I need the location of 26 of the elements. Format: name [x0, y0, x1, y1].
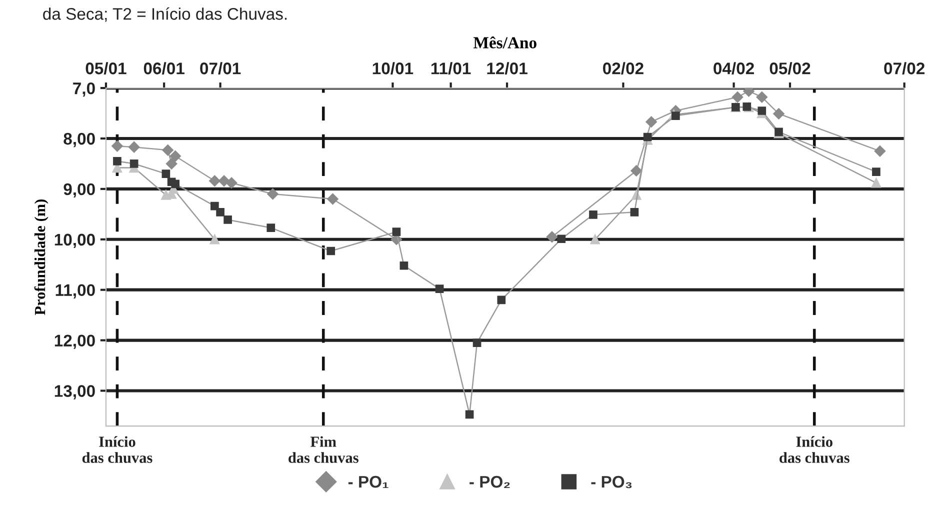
x-tick-label: 05/02 — [770, 62, 810, 74]
y-tick-label: 8,00 — [64, 132, 95, 148]
y-tick-label: 12,00 — [54, 334, 95, 349]
y-tick-label: 9,00 — [64, 183, 95, 198]
x-axis-title: Mês/Ano — [473, 36, 536, 48]
x-tick-label: 12/01 — [487, 62, 528, 74]
legend-label: - PO₃ — [591, 476, 632, 488]
ref-line-label: Fim das chuvas — [288, 436, 358, 463]
x-tick-label: 07/02 — [884, 62, 925, 74]
x-tick-label: 06/01 — [144, 62, 184, 74]
y-axis-title: Profundidade (m) — [34, 199, 48, 316]
x-tick-label: 11/01 — [431, 62, 471, 74]
y-tick-label: 7,0 — [73, 82, 95, 97]
y-tick-label: 13,00 — [54, 385, 95, 400]
x-tick-label: 04/02 — [714, 62, 754, 74]
x-tick-label: 05/01 — [86, 62, 126, 74]
x-tick-label: 07/01 — [200, 62, 241, 74]
y-tick-label: 10,00 — [54, 234, 95, 248]
x-tick-label: 02/02 — [603, 62, 644, 74]
legend-label: - PO₁ — [348, 476, 388, 488]
ref-line-label: Início das chuvas — [82, 436, 152, 463]
y-tick-label: 11,00 — [56, 284, 95, 298]
x-tick-label: 10/01 — [372, 62, 414, 74]
ref-line-label: Início das chuvas — [780, 436, 850, 463]
legend-label: - PO₂ — [470, 476, 510, 488]
text: da Seca; T2 = Início das Chuvas. — [43, 7, 287, 22]
